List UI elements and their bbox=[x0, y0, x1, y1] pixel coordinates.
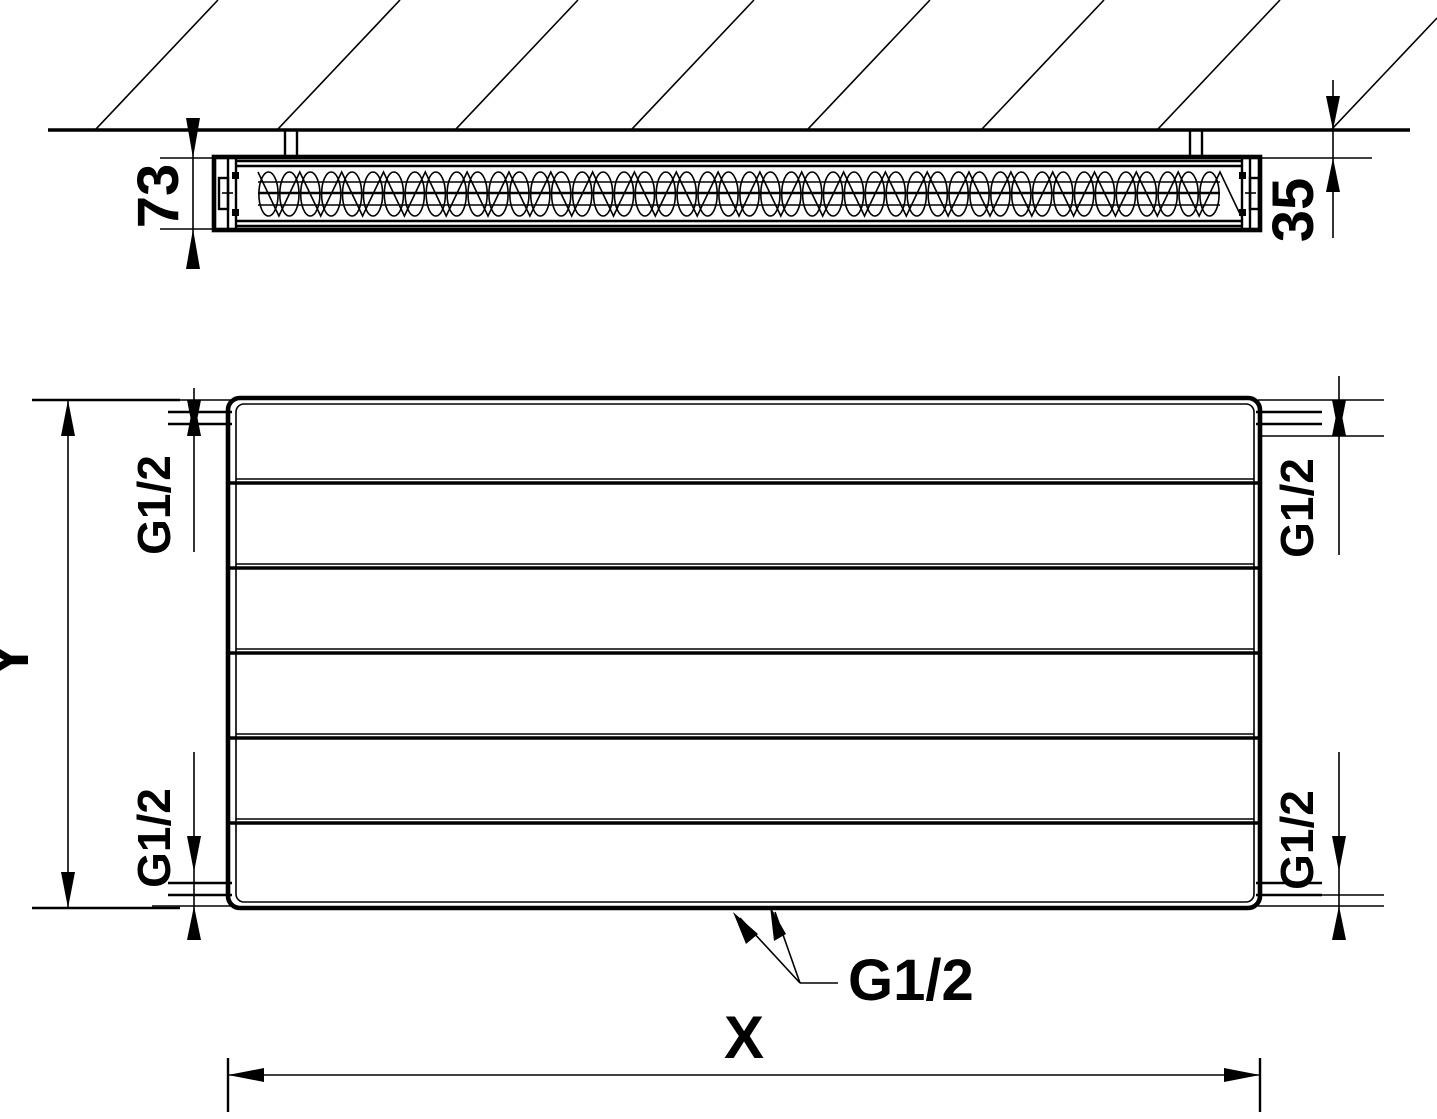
wall-bracket-left bbox=[283, 131, 299, 158]
g12-label-top-left: G1/2 bbox=[128, 455, 180, 555]
wall-bracket-right bbox=[1188, 131, 1204, 158]
panel-band-separators bbox=[228, 478, 1260, 825]
overall-width-dimension-x bbox=[226, 1058, 1262, 1112]
axis-label-x: X bbox=[724, 1004, 764, 1071]
g12-label-top-right: G1/2 bbox=[1271, 458, 1323, 558]
g12-label-bottom-center: G1/2 bbox=[848, 948, 974, 1013]
g12-label-bottom-left: G1/2 bbox=[128, 788, 180, 888]
connection-stub-bottom-left bbox=[168, 881, 232, 897]
connection-stub-top-left bbox=[168, 410, 232, 426]
g12-dimension-top-right bbox=[1258, 376, 1384, 555]
depth-dimension-label: 73 bbox=[126, 164, 191, 229]
g12-dimension-bottom-left bbox=[152, 752, 236, 940]
depth-dimension-73 bbox=[160, 118, 232, 269]
g12-label-bottom-right: G1/2 bbox=[1271, 790, 1323, 890]
connection-stub-top-right bbox=[1256, 410, 1322, 426]
wall-gap-dimension-label: 35 bbox=[1261, 178, 1326, 243]
radiator-end-cap-right bbox=[1239, 158, 1261, 229]
g12-dimension-bottom-right bbox=[1258, 752, 1384, 940]
overall-height-dimension-y bbox=[32, 398, 180, 910]
convector-fins bbox=[257, 170, 1242, 218]
g12-leader-bottom-center bbox=[733, 906, 838, 984]
wall-hatching-group bbox=[95, 0, 1437, 130]
wall-gap-dimension-35 bbox=[1262, 80, 1372, 238]
radiator-end-cap-left bbox=[217, 158, 239, 229]
axis-label-y: Y bbox=[0, 640, 41, 680]
